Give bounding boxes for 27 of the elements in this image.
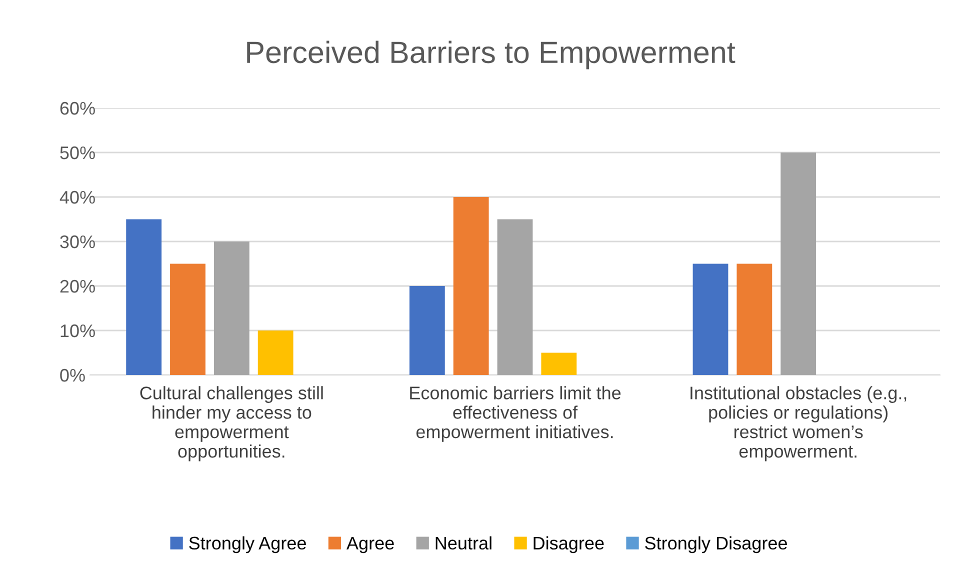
bar bbox=[453, 197, 489, 375]
bar bbox=[170, 264, 206, 375]
x-tick-label: Cultural challenges still hinder my access to empowerment opportunities. bbox=[140, 386, 323, 462]
y-tick-label: 60% bbox=[60, 102, 95, 115]
y-tick-label: 10% bbox=[60, 324, 95, 338]
legend-label: Strongly Disagree bbox=[645, 536, 787, 554]
y-tick-label: 20% bbox=[60, 280, 95, 293]
bar bbox=[497, 219, 533, 375]
bar bbox=[126, 219, 162, 375]
x-tick-label: Economic barriers limit the effectiveness of empowerment initiatives. bbox=[410, 386, 621, 442]
bar bbox=[258, 330, 294, 375]
chart-title: Perceived Barriers to Empowerment bbox=[247, 40, 736, 70]
bar bbox=[780, 152, 816, 375]
y-tick-label: 0% bbox=[60, 368, 85, 382]
legend-label: Disagree bbox=[534, 536, 604, 554]
y-tick-label: 50% bbox=[60, 146, 95, 160]
bar bbox=[214, 242, 250, 375]
bar bbox=[692, 264, 728, 375]
bar bbox=[541, 352, 577, 375]
legend-label: Neutral bbox=[436, 536, 492, 550]
bar bbox=[409, 286, 445, 375]
x-tick-label: Institutional obstacles (e.g., policies or regulations) restrict women’s empowerment. bbox=[690, 386, 906, 462]
bar bbox=[736, 264, 772, 375]
legend-label: Agree bbox=[346, 536, 394, 554]
legend-label: Strongly Agree bbox=[189, 536, 306, 554]
y-tick-label: 30% bbox=[60, 235, 95, 248]
y-tick-label: 40% bbox=[60, 190, 95, 204]
